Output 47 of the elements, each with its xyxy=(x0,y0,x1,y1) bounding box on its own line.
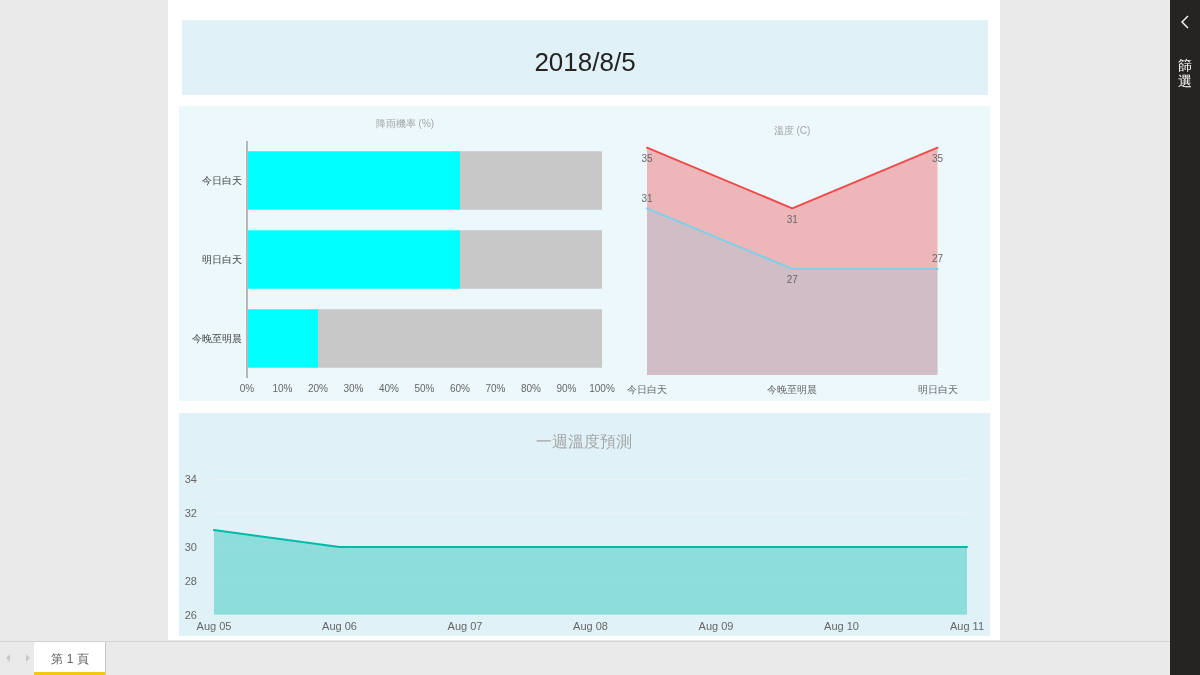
x-tick-label: 90% xyxy=(556,382,577,394)
y-tick-label: 34 xyxy=(184,473,197,486)
bar xyxy=(247,309,318,368)
data-label: 35 xyxy=(641,153,653,165)
y-tick-label: 32 xyxy=(184,507,197,520)
y-tick-label: 今日白天 xyxy=(202,175,242,186)
bar xyxy=(460,151,602,210)
chart-title: 降雨機率 (%) xyxy=(375,117,435,129)
x-tick-label: 50% xyxy=(414,382,435,394)
chart-title: 溫度 (C) xyxy=(773,124,811,136)
x-tick-label: 10% xyxy=(272,382,293,394)
x-tick-label: 40% xyxy=(378,382,400,394)
y-tick-label: 26 xyxy=(184,608,197,621)
bar xyxy=(247,151,460,210)
x-tick-label: Aug 10 xyxy=(824,619,859,632)
x-tick-label: 100% xyxy=(589,382,615,394)
x-tick-label: Aug 05 xyxy=(196,619,232,632)
bar xyxy=(318,309,602,368)
bar xyxy=(460,230,602,289)
x-tick-label: 70% xyxy=(485,382,506,394)
x-tick-label: Aug 09 xyxy=(698,619,734,632)
x-tick-label: 明日白天 xyxy=(917,383,958,395)
x-tick-label: 今晚至明晨 xyxy=(767,383,818,395)
x-tick-label: 20% xyxy=(307,382,329,394)
data-label: 31 xyxy=(786,213,799,225)
x-tick-label: Aug 11 xyxy=(949,619,985,632)
text: 第 1 頁 xyxy=(51,652,89,666)
data-label: 35 xyxy=(931,153,944,165)
x-tick-label: 0% xyxy=(239,382,255,394)
x-tick-label: Aug 08 xyxy=(573,619,608,632)
text: 2018/8/5 xyxy=(534,47,636,77)
data-label: 31 xyxy=(641,192,653,204)
x-tick-label: 80% xyxy=(520,382,542,394)
y-tick-label: 明日白天 xyxy=(202,254,242,265)
data-label: 27 xyxy=(786,274,799,286)
text: 篩選 xyxy=(1178,56,1192,90)
x-tick-label: 30% xyxy=(343,382,364,394)
chart-title: 一週溫度預測 xyxy=(536,432,632,450)
data-label: 27 xyxy=(931,253,944,265)
y-tick-label: 今晚至明晨 xyxy=(192,333,242,344)
bar xyxy=(247,230,460,289)
x-tick-label: 60% xyxy=(449,382,471,394)
y-tick-label: 30 xyxy=(184,541,197,553)
y-tick-label: 28 xyxy=(184,574,197,587)
x-tick-label: Aug 06 xyxy=(322,619,357,632)
x-tick-label: Aug 07 xyxy=(447,619,483,632)
x-tick-label: 今日白天 xyxy=(627,383,667,395)
